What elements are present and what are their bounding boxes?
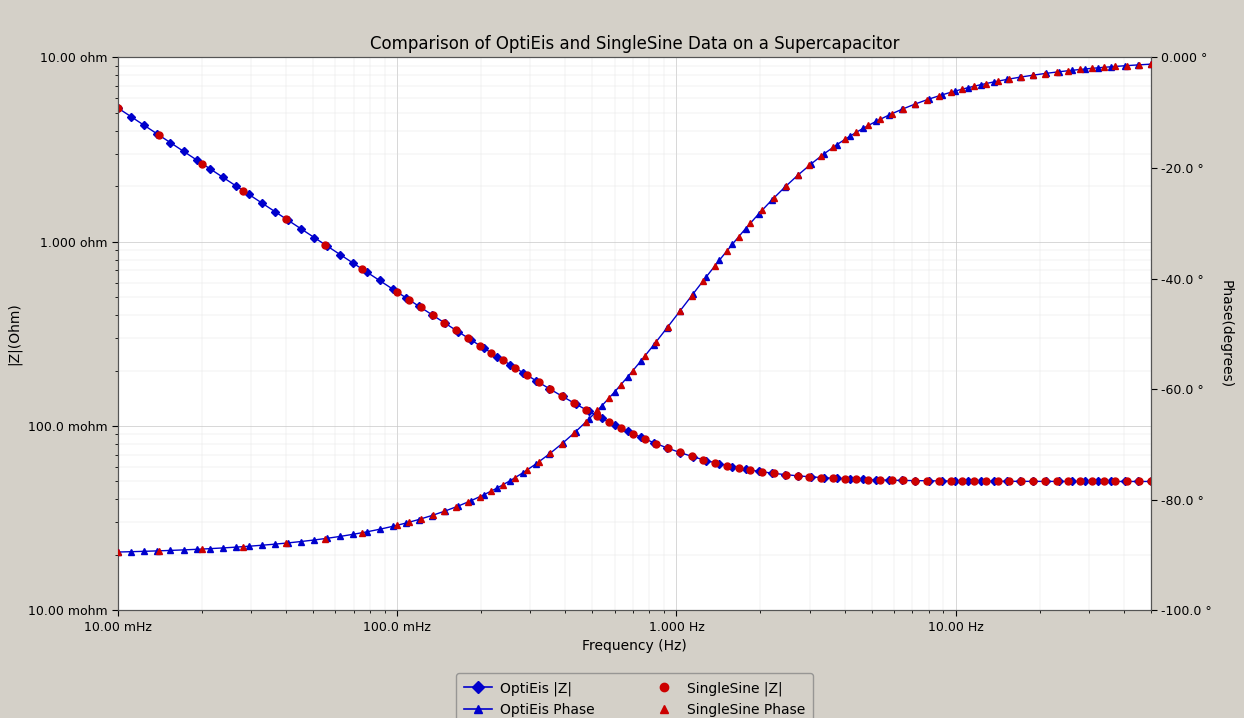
Title: Comparison of OptiEis and SingleSine Data on a Supercapacitor: Comparison of OptiEis and SingleSine Dat… [369, 35, 899, 53]
Y-axis label: Phase(degrees): Phase(degrees) [1219, 280, 1233, 388]
Legend: OptiEis |Z|, OptiEis Phase, SingleSine |Z|, SingleSine Phase: OptiEis |Z|, OptiEis Phase, SingleSine |… [455, 673, 814, 718]
Y-axis label: |Z|(Ohm): |Z|(Ohm) [6, 302, 21, 365]
X-axis label: Frequency (Hz): Frequency (Hz) [582, 639, 687, 653]
